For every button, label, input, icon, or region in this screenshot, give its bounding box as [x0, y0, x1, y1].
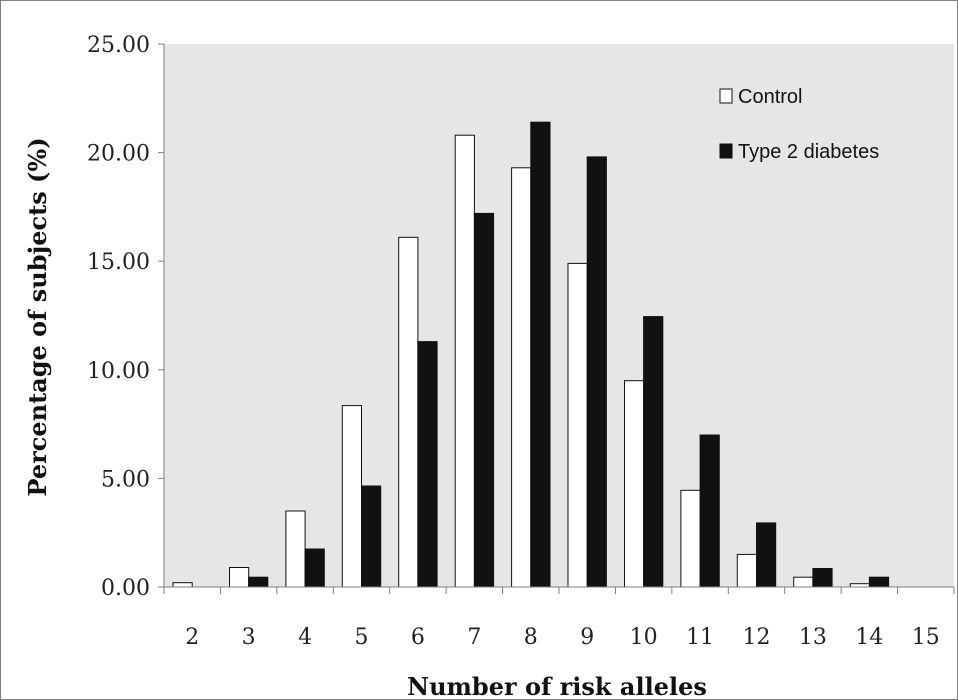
- bar-type-2-diabetes-8: [530, 121, 551, 588]
- bar-control-5: [341, 405, 362, 588]
- legend-swatch-type-2-diabetes: [719, 143, 733, 159]
- bar-type-2-diabetes-13: [812, 568, 833, 588]
- bar-control-4: [285, 510, 306, 588]
- y-tick-label: 15.00: [87, 250, 150, 275]
- bar-control-3: [229, 567, 250, 588]
- bar-control-8: [511, 167, 532, 588]
- bar-control-12: [736, 553, 757, 588]
- x-tick-label: 9: [580, 625, 594, 650]
- bar-type-2-diabetes-11: [699, 434, 720, 588]
- y-tick-label: 10.00: [87, 359, 150, 384]
- bar-type-2-diabetes-14: [868, 576, 890, 588]
- x-tick-label: 8: [524, 625, 538, 650]
- y-tick-label: 5.00: [101, 467, 150, 492]
- x-tick-label: 3: [242, 625, 256, 650]
- bar-type-2-diabetes-7: [473, 212, 495, 588]
- x-tick-label: 14: [855, 625, 883, 650]
- y-tick-label: 20.00: [87, 142, 150, 167]
- x-axis-title: Number of risk alleles: [407, 672, 707, 699]
- bar-type-2-diabetes-4: [304, 548, 325, 588]
- bar-type-2-diabetes-6: [417, 341, 438, 588]
- bar-control-9: [567, 262, 588, 588]
- legend: Control Type 2 diabetes: [719, 86, 879, 163]
- legend-label-control: Control: [738, 86, 802, 108]
- x-tick-label: 10: [630, 625, 658, 650]
- bar-type-2-diabetes-5: [361, 485, 382, 588]
- y-ticks: 0.00 5.00 10.00 15.00 20.00 25.00: [87, 33, 164, 601]
- bar-type-2-diabetes-3: [248, 576, 269, 588]
- x-tick-label: 15: [912, 625, 940, 650]
- x-tick-label: 2: [185, 625, 199, 650]
- bars-layer: [172, 121, 890, 588]
- x-tick-label: 4: [298, 625, 312, 650]
- x-tick-label: 7: [467, 625, 481, 650]
- x-tick-label: 6: [411, 625, 425, 650]
- plot-area-background: [164, 44, 954, 587]
- bar-type-2-diabetes-12: [756, 522, 777, 588]
- legend-label-type-2-diabetes: Type 2 diabetes: [738, 141, 879, 163]
- x-tick-label: 13: [799, 625, 827, 650]
- bar-control-2: [172, 582, 193, 588]
- bar-control-6: [398, 236, 419, 588]
- y-axis-title: Percentage of subjects (%): [23, 137, 52, 496]
- y-tick-label: 25.00: [87, 33, 150, 58]
- x-tick-label: 5: [355, 625, 369, 650]
- y-tick-label: 0.00: [101, 576, 150, 601]
- legend-swatch-control: [719, 88, 733, 104]
- x-tick-label: 11: [686, 625, 714, 650]
- bar-control-7: [454, 134, 475, 588]
- bar-control-11: [680, 489, 701, 588]
- bar-type-2-diabetes-10: [643, 316, 664, 588]
- bar-control-10: [624, 380, 645, 588]
- x-tick-label: 12: [743, 625, 771, 650]
- bar-control-13: [793, 576, 814, 588]
- bar-type-2-diabetes-9: [586, 156, 607, 588]
- x-ticks: 2 3 4 5 6 7 8 9 10 11 12 13 14 15: [163, 587, 955, 650]
